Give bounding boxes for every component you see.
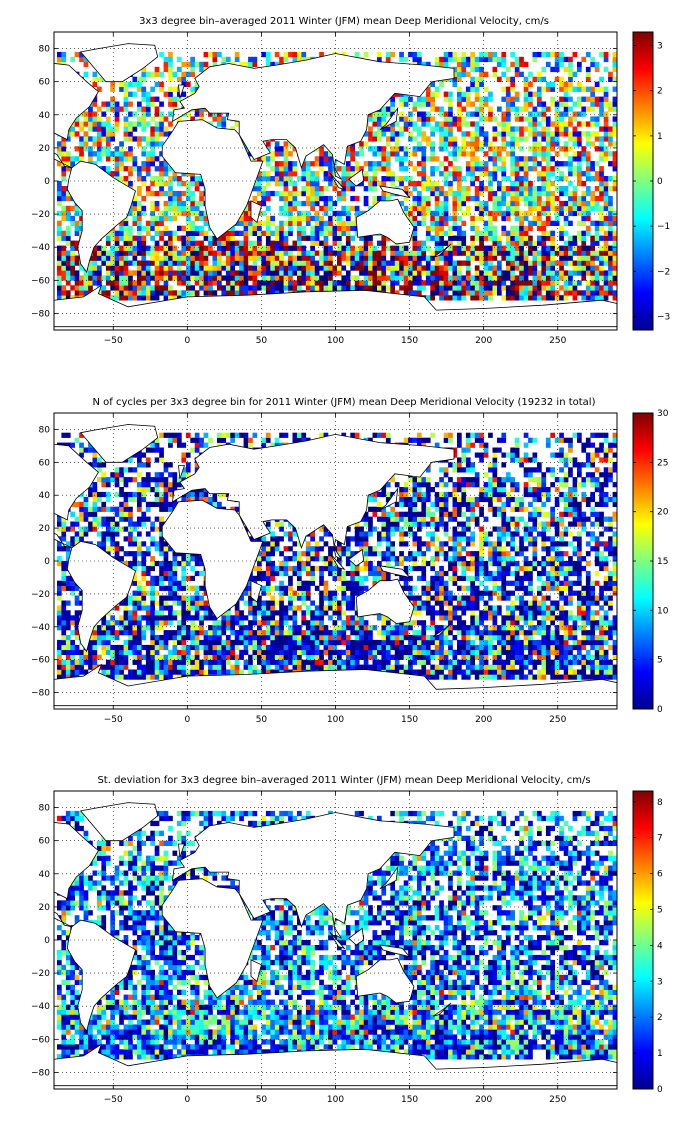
panel-std-deviation: St. deviation for 3x3 degree bin–average… <box>31 775 663 1105</box>
colorbar-tick-label: 10 <box>657 606 669 616</box>
x-tick-label: 150 <box>401 715 418 725</box>
y-tick-label: 20 <box>39 144 51 154</box>
x-tick-label: 200 <box>475 336 492 346</box>
chart-title: N of cycles per 3x3 degree bin for 2011 … <box>93 397 596 408</box>
colorbar-tick-label: 20 <box>657 508 669 518</box>
colorbar: 3 2 1 0 −1 −2 −3 <box>632 31 670 331</box>
x-tick-label: 50 <box>256 336 268 346</box>
grid-lines <box>54 32 617 330</box>
y-tick-label: −20 <box>31 210 50 220</box>
x-tick-label: 0 <box>184 1095 190 1105</box>
y-tick-label: 40 <box>39 491 51 501</box>
colorbar-tick-label: 1 <box>657 1049 663 1059</box>
colorbar-tick-label: 0 <box>657 177 663 187</box>
x-tick-label: 250 <box>549 1095 566 1105</box>
colorbar-tick-label: 15 <box>657 557 668 567</box>
colorbar-frame <box>632 790 654 1090</box>
colorbar: 8 7 6 5 4 3 2 1 0 <box>632 790 663 1095</box>
y-tick-label: 60 <box>39 837 51 847</box>
y-tick-label: 80 <box>39 804 51 814</box>
colorbar-tick-label: 2 <box>657 87 663 97</box>
x-tick-label: 50 <box>256 715 268 725</box>
colorbar: 30 25 20 15 10 5 0 <box>632 409 669 715</box>
x-tick-label: −50 <box>104 715 123 725</box>
x-tick-label: 50 <box>256 1095 268 1105</box>
y-tick-label: 60 <box>39 78 51 88</box>
y-tick-label: 80 <box>39 425 51 435</box>
coastlines <box>54 802 617 1087</box>
colorbar-tick-label: 6 <box>657 870 663 880</box>
y-tick-label: 20 <box>39 903 51 913</box>
y-tick-label: −80 <box>31 1068 50 1078</box>
colorbar-tick-label: −3 <box>657 312 670 322</box>
colorbar-tick-label: 7 <box>657 834 663 844</box>
x-tick-label: −50 <box>104 1095 123 1105</box>
chart-title: 3x3 degree bin–averaged 2011 Winter (JFM… <box>139 16 549 27</box>
colorbar-tick-label: −1 <box>657 222 670 232</box>
x-tick-label: 100 <box>327 715 344 725</box>
colorbar-tick-label: 1 <box>657 132 663 142</box>
x-tick-label: 100 <box>327 336 344 346</box>
y-tick-label: 0 <box>44 177 50 187</box>
x-tick-label: −50 <box>104 336 123 346</box>
colorbar-tick-label: −2 <box>657 267 670 277</box>
colorbar-tick-label: 25 <box>657 458 668 468</box>
panel-cycle-count: N of cycles per 3x3 degree bin for 2011 … <box>31 397 669 725</box>
x-tick-label: 150 <box>401 1095 418 1105</box>
x-tick-label: 100 <box>327 1095 344 1105</box>
chart-title: St. deviation for 3x3 degree bin–average… <box>97 775 590 786</box>
colorbar-tick-label: 4 <box>657 941 663 951</box>
colorbar-tick-label: 8 <box>657 798 663 808</box>
y-tick-label: 0 <box>44 557 50 567</box>
colorbar-tick-label: 3 <box>657 977 663 987</box>
y-tick-label: −40 <box>31 1002 50 1012</box>
x-tick-label: 250 <box>549 336 566 346</box>
x-tick-label: 250 <box>549 715 566 725</box>
y-tick-label: 0 <box>44 936 50 946</box>
y-tick-label: −80 <box>31 689 50 699</box>
y-tick-label: −20 <box>31 969 50 979</box>
colorbar-tick-label: 0 <box>657 705 663 715</box>
colorbar-tick-label: 5 <box>657 905 663 915</box>
y-tick-label: −60 <box>31 1035 50 1045</box>
y-tick-label: −20 <box>31 590 50 600</box>
colorbar-tick-label: 0 <box>657 1085 663 1095</box>
x-tick-label: 200 <box>475 1095 492 1105</box>
panel-velocity: 3x3 degree bin–averaged 2011 Winter (JFM… <box>31 16 670 346</box>
colorbar-gradient <box>633 413 653 709</box>
y-tick-label: −40 <box>31 243 50 253</box>
y-tick-label: −40 <box>31 623 50 633</box>
colorbar-tick-label: 5 <box>657 656 663 666</box>
colorbar-gradient <box>633 791 653 1089</box>
y-tick-label: 40 <box>39 111 51 121</box>
grid-lines <box>54 791 617 1089</box>
y-tick-label: 20 <box>39 524 51 534</box>
x-tick-label: 150 <box>401 336 418 346</box>
coastlines <box>54 43 617 328</box>
colorbar-gradient <box>633 32 653 330</box>
y-tick-label: 60 <box>39 458 51 468</box>
x-tick-label: 200 <box>475 715 492 725</box>
y-tick-label: −60 <box>31 656 50 666</box>
y-tick-label: 80 <box>39 45 51 55</box>
y-tick-label: −60 <box>31 276 50 286</box>
colorbar-tick-label: 2 <box>657 1013 663 1023</box>
grid-lines <box>54 413 617 709</box>
colorbar-tick-label: 30 <box>657 409 669 419</box>
x-tick-label: 0 <box>184 336 190 346</box>
y-tick-label: 40 <box>39 870 51 880</box>
y-tick-label: −80 <box>31 309 50 319</box>
x-tick-label: 0 <box>184 715 190 725</box>
colorbar-tick-label: 3 <box>657 42 663 52</box>
